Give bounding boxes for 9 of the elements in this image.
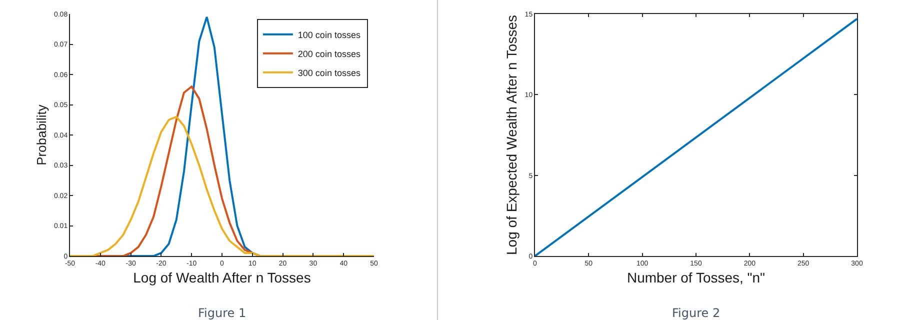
y-axis-title: Probability [34, 104, 49, 166]
x-axis-title: Log of Wealth After n Tosses [133, 270, 311, 286]
x-axis-title: Number of Tosses, "n" [626, 270, 766, 286]
y-axis-title: Log of Expected Wealth After n Tosses [503, 15, 520, 255]
legend-label: 100 coin tosses [298, 30, 361, 40]
caption: Figure 2 [672, 306, 720, 320]
caption: Figure 1 [198, 306, 246, 320]
legend-label: 300 coin tosses [298, 68, 361, 78]
legend-label: 200 coin tosses [298, 48, 361, 59]
